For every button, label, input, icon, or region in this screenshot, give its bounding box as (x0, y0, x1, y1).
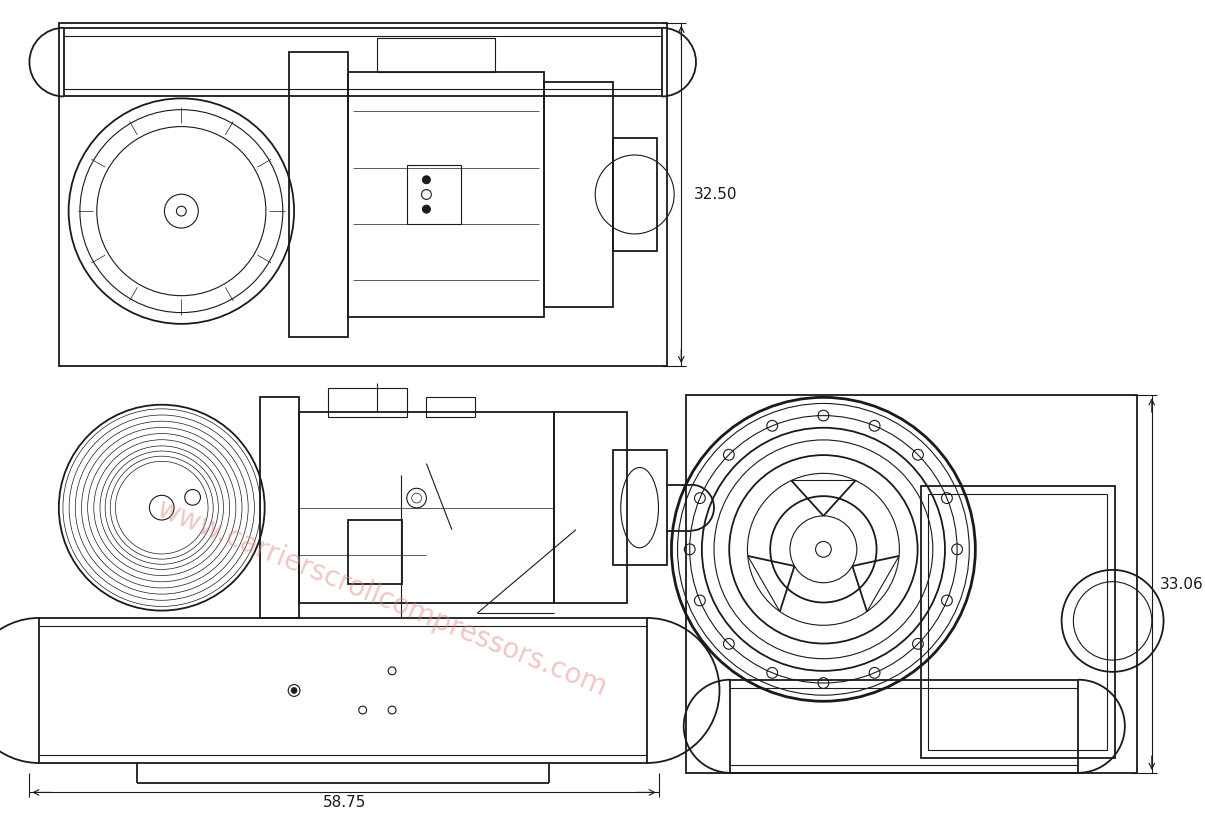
Bar (612, 450, 666, 565)
Bar (59, 23, 666, 366)
Bar (686, 395, 1138, 773)
Circle shape (423, 176, 430, 184)
Bar (348, 72, 543, 317)
Bar (407, 165, 460, 224)
Bar (929, 494, 1106, 750)
Bar (289, 52, 348, 337)
Bar (299, 412, 554, 603)
Bar (348, 520, 402, 583)
Text: 32.50: 32.50 (694, 187, 737, 202)
Text: 33.06: 33.06 (1159, 577, 1204, 592)
Bar (40, 618, 647, 763)
Bar (612, 138, 657, 250)
Text: www.carrierscrollcompressors.com: www.carrierscrollcompressors.com (153, 495, 612, 702)
Bar (730, 680, 1078, 773)
Bar (64, 27, 662, 97)
Bar (260, 398, 299, 618)
Bar (543, 82, 612, 307)
Bar (329, 388, 407, 417)
Circle shape (292, 687, 296, 693)
Text: 58.75: 58.75 (323, 795, 366, 810)
Circle shape (423, 206, 430, 213)
Bar (921, 487, 1115, 758)
Bar (377, 37, 495, 72)
Bar (554, 412, 628, 603)
Bar (427, 398, 476, 417)
